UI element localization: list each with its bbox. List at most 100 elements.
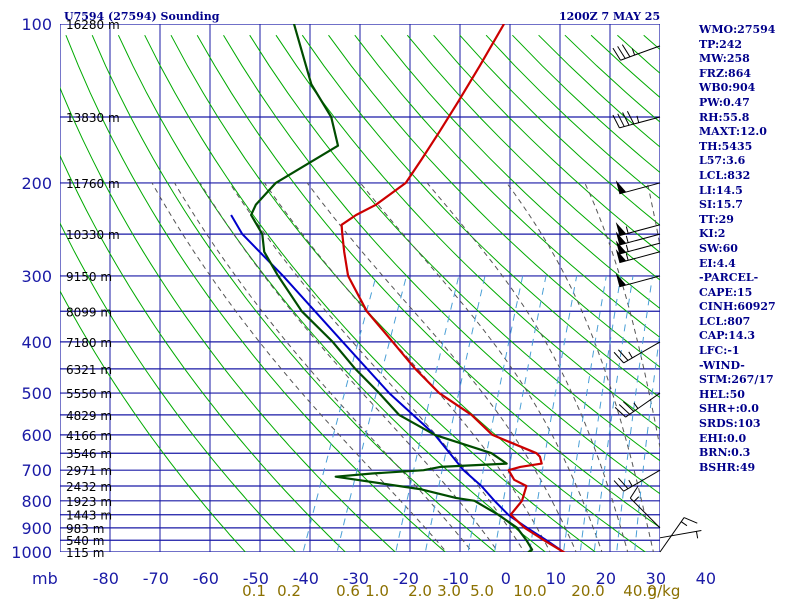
temperature-tick-label: -40 xyxy=(293,569,319,588)
temperature-tick-label: -10 xyxy=(443,569,469,588)
mixing-ratio-label: 20.0 xyxy=(571,582,604,600)
height-label: 115 m xyxy=(66,546,104,560)
mixing-ratio-label: 0.2 xyxy=(277,582,301,600)
index-item: LCL:807 xyxy=(699,314,751,328)
pressure-label: 400 xyxy=(21,333,52,352)
dry-adiabats xyxy=(60,34,800,563)
mixing-ratio-line xyxy=(616,275,653,552)
moist-adiabats xyxy=(151,182,660,552)
wind-barb xyxy=(629,485,661,529)
wind-barb-half-feather xyxy=(628,479,633,487)
mixing-ratio-label: 5.0 xyxy=(470,582,494,600)
wind-barb-feather xyxy=(614,407,626,418)
dry-adiabat xyxy=(380,34,660,310)
index-item: MW:258 xyxy=(699,52,750,66)
height-label: 2432 m xyxy=(66,480,112,494)
mixing-ratio-line xyxy=(634,329,660,552)
index-item: WB0:904 xyxy=(699,81,756,95)
wind-barb-pennant xyxy=(615,231,627,245)
height-label: 4829 m xyxy=(66,409,112,423)
index-item: TT:29 xyxy=(699,212,734,226)
dry-adiabat xyxy=(301,34,660,399)
index-item: RH:55.8 xyxy=(699,110,750,124)
mixing-ratio-line xyxy=(494,275,547,552)
indices-panel: WMO:27594 TP:242 MW:258 FRZ:864 WB0:904 PW:0.… xyxy=(699,23,776,475)
wind-barb-feather xyxy=(629,485,639,499)
wind-barb-half-feather xyxy=(628,351,633,359)
wind-barb-staff xyxy=(623,469,661,492)
index-item: CAPE:15 xyxy=(699,285,753,299)
wind-barb-pennant xyxy=(615,180,627,194)
mixing-ratio-line xyxy=(529,275,578,552)
temperature-tick-label: 40 xyxy=(696,569,716,588)
pressure-label: 100 xyxy=(21,15,52,34)
wind-barb xyxy=(659,530,702,539)
wind-barb-staff xyxy=(619,275,661,288)
moist-adiabat xyxy=(426,182,629,552)
height-label: 5550 m xyxy=(66,387,112,401)
wind-barbs xyxy=(612,44,702,553)
height-label: 13830 m xyxy=(66,111,120,125)
wind-barb-feather xyxy=(617,113,625,127)
wind-barb-feather xyxy=(613,480,624,492)
wind-barb-pennant xyxy=(615,273,627,287)
index-item: BSHR:49 xyxy=(699,460,756,474)
index-item: SI:15.7 xyxy=(699,198,743,212)
index-item: CINH:60927 xyxy=(699,300,776,314)
dry-adiabat xyxy=(144,34,597,552)
wind-barb xyxy=(614,392,661,418)
mixing-ratio-label: g/kg xyxy=(648,582,681,600)
wind-barb xyxy=(612,110,661,129)
mixing-ratio-line xyxy=(593,275,634,552)
wind-barb-pennant xyxy=(615,222,627,236)
index-item: SW:60 xyxy=(699,241,738,255)
wind-barb-feather xyxy=(621,44,631,58)
dry-adiabat xyxy=(117,34,547,552)
index-item: EI:4.4 xyxy=(699,256,736,270)
wind-barb xyxy=(612,44,661,61)
dry-adiabat xyxy=(60,222,297,552)
index-item: MAXT:12.0 xyxy=(699,125,767,139)
wind-barb-half-feather xyxy=(625,226,629,234)
index-item: BRN:0.3 xyxy=(699,446,751,460)
temperature-tick-label: -70 xyxy=(143,569,169,588)
wind-barb-half-feather xyxy=(625,244,629,252)
temperature-tick-label: 30 xyxy=(646,569,666,588)
height-label: 11760 m xyxy=(66,177,120,191)
wind-barb-pennant xyxy=(615,249,627,263)
pressure-temperature-grid xyxy=(60,24,660,552)
moist-adiabat xyxy=(584,182,660,451)
wind-barb-feather xyxy=(617,349,629,361)
wind-barb xyxy=(613,341,661,364)
wind-barb-staff xyxy=(625,392,661,418)
wind-barb xyxy=(659,517,698,553)
moist-adiabat xyxy=(306,182,577,552)
wind-barb-half-feather xyxy=(625,235,629,243)
wind-barb-staff xyxy=(623,341,661,364)
wind-barb-half-feather xyxy=(636,115,640,123)
pressure-label: 1000 xyxy=(11,543,52,562)
temperature-tick-label: 20 xyxy=(596,569,616,588)
mixing-ratio-line xyxy=(563,275,607,552)
dry-adiabat xyxy=(775,35,800,563)
index-item: WMO:27594 xyxy=(699,23,776,36)
height-label: 4166 m xyxy=(66,429,112,443)
pressure-label: 300 xyxy=(21,267,52,286)
dry-adiabat xyxy=(91,34,497,552)
index-item: LCL:832 xyxy=(699,168,751,182)
index-item: CAP:14.3 xyxy=(699,329,756,343)
pressure-label: 700 xyxy=(21,461,52,480)
moist-adiabat xyxy=(174,182,473,552)
index-item: PW:0.47 xyxy=(699,95,750,109)
dry-adiabat xyxy=(406,34,660,281)
mixing-ratio-line xyxy=(424,275,486,552)
height-label: 8099 m xyxy=(66,305,112,319)
wind-barb xyxy=(615,180,661,195)
temperature-tick-label: -50 xyxy=(243,569,269,588)
index-item: STM:267/17 xyxy=(699,373,774,387)
mixing-ratio-label: 10.0 xyxy=(513,582,546,600)
wind-barb-feather xyxy=(617,46,626,59)
wind-barb-feather xyxy=(612,114,620,129)
mixing-ratio-line xyxy=(336,275,407,552)
